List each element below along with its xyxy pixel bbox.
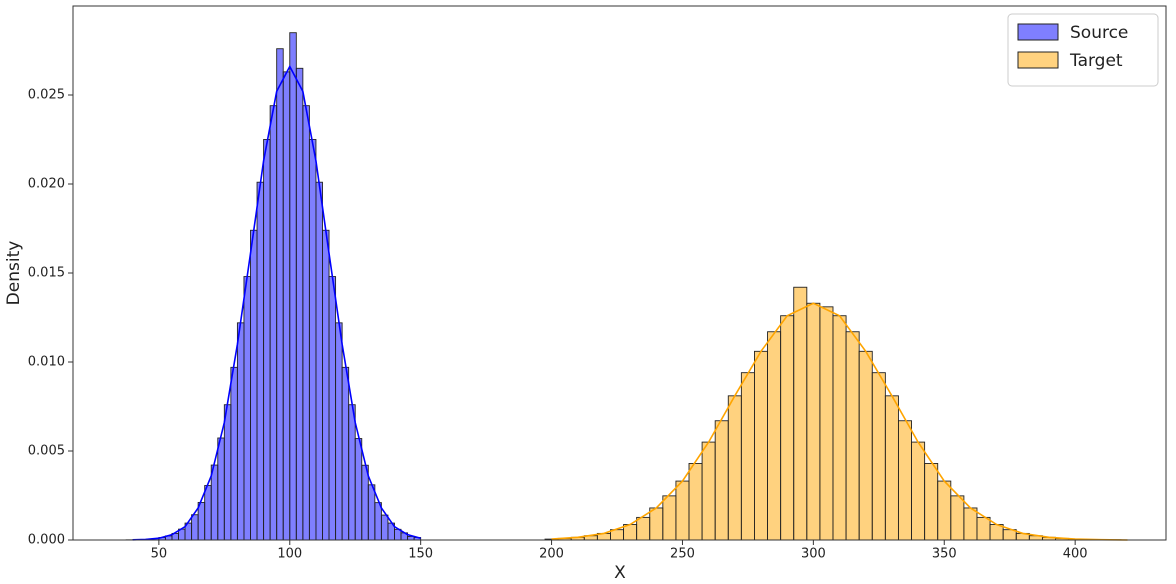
bar <box>950 495 965 541</box>
bar <box>963 507 978 541</box>
bar <box>832 315 847 541</box>
bar <box>328 276 337 541</box>
bar <box>335 322 343 541</box>
bar <box>250 229 258 541</box>
bar <box>308 139 317 541</box>
bar <box>341 366 350 541</box>
bar <box>924 463 939 541</box>
bar <box>937 480 952 541</box>
bar <box>701 441 716 541</box>
legend-label: Source <box>1070 23 1128 43</box>
x-tick-label: 350 <box>932 547 957 562</box>
x-tick-label: 150 <box>408 547 433 562</box>
bar <box>636 516 651 541</box>
bar <box>793 286 808 541</box>
bar <box>780 315 795 541</box>
x-tick-label: 100 <box>277 547 302 562</box>
bar <box>871 372 886 541</box>
kde-line <box>551 302 1128 541</box>
bar <box>263 139 271 541</box>
bar <box>662 495 677 541</box>
bar <box>374 502 382 541</box>
x-tick-label: 300 <box>801 547 826 562</box>
bar <box>806 302 821 541</box>
y-tick-label: 0.015 <box>28 266 65 281</box>
plot-frame <box>72 5 1167 541</box>
bar <box>675 480 690 541</box>
x-tick-label: 50 <box>151 547 168 562</box>
bar <box>197 501 206 541</box>
kde-line <box>132 64 421 541</box>
y-tick-label: 0.000 <box>28 533 65 548</box>
bar <box>276 48 284 541</box>
bar <box>884 395 899 541</box>
bar <box>649 507 664 541</box>
bar <box>714 420 729 541</box>
y-tick-label: 0.005 <box>28 444 65 459</box>
bar <box>976 516 991 541</box>
bar <box>348 404 356 541</box>
y-axis-label: Density <box>4 241 24 306</box>
bar <box>223 404 232 541</box>
bar <box>236 322 245 541</box>
legend-swatch <box>1017 23 1059 41</box>
bar <box>367 484 376 541</box>
x-tick-label: 200 <box>539 547 564 562</box>
y-tick-label: 0.020 <box>28 177 65 192</box>
bar <box>911 441 926 541</box>
bar <box>740 372 755 541</box>
bar <box>230 366 238 541</box>
bar <box>767 331 782 541</box>
bar <box>295 67 304 541</box>
bar <box>315 181 323 541</box>
bar <box>282 71 291 541</box>
bar <box>754 350 768 541</box>
x-axis-label: X <box>614 563 626 583</box>
bar <box>897 420 912 541</box>
legend-swatch <box>1017 51 1059 69</box>
bar <box>361 464 369 541</box>
bar <box>243 276 251 541</box>
bar <box>845 331 860 541</box>
y-tick-label: 0.010 <box>28 355 65 370</box>
bar <box>302 105 310 541</box>
bar <box>289 32 297 541</box>
bar <box>727 395 742 541</box>
bar <box>322 229 330 541</box>
bar <box>819 306 834 541</box>
x-tick-label: 250 <box>670 547 695 562</box>
bar <box>256 181 265 541</box>
bar <box>191 514 199 541</box>
bar <box>210 464 219 541</box>
bar <box>204 485 212 541</box>
bar <box>380 514 389 541</box>
bar <box>269 105 278 541</box>
bar <box>688 463 703 541</box>
legend-label: Target <box>1069 51 1123 71</box>
bar <box>217 437 225 541</box>
bar <box>354 438 363 541</box>
y-tick-label: 0.025 <box>28 88 65 103</box>
bar <box>858 350 873 541</box>
x-tick-label: 400 <box>1063 547 1088 562</box>
